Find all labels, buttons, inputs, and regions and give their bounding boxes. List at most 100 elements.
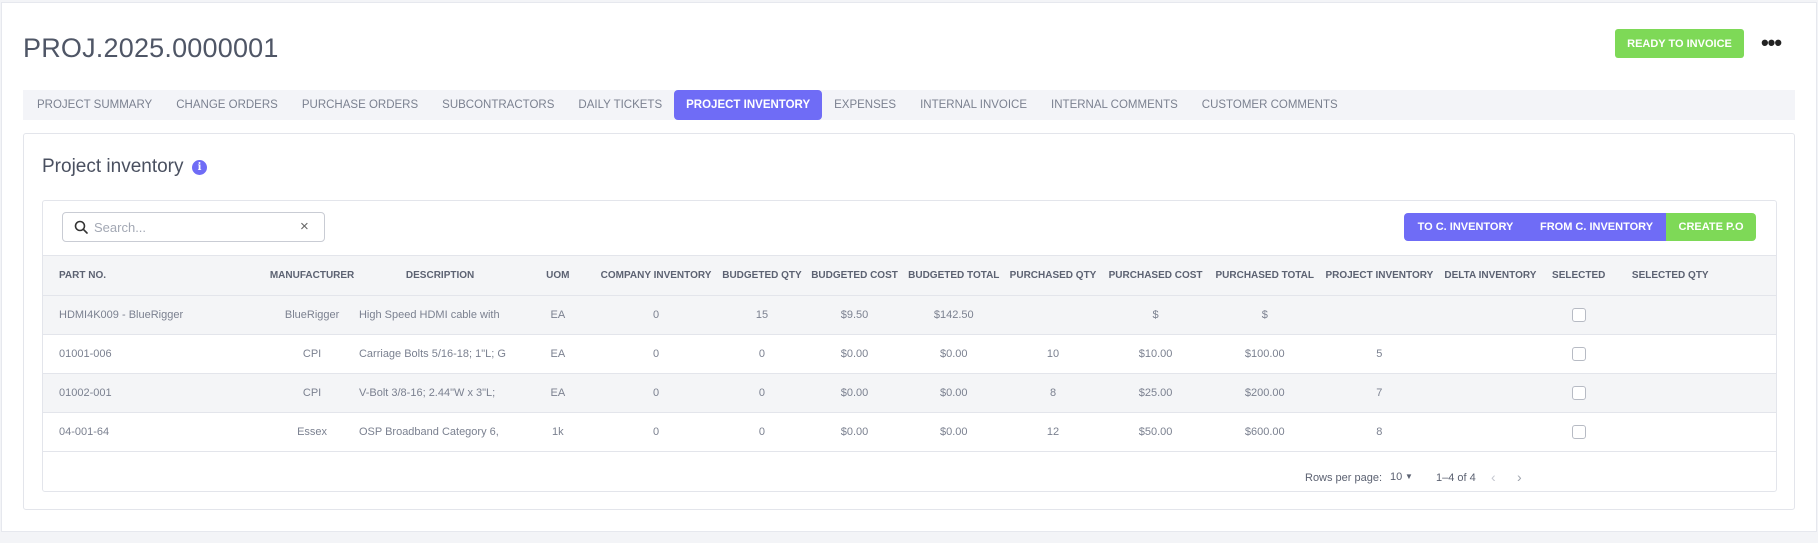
purchased-qty-cell: [1004, 295, 1102, 335]
next-page-button[interactable]: ›: [1517, 469, 1522, 485]
column-header[interactable]: DELTA INVENTORY: [1439, 255, 1542, 296]
from-company-inventory-button[interactable]: FROM C. INVENTORY: [1527, 213, 1666, 241]
description-cell: High Speed HDMI cable with: [358, 295, 522, 335]
selected-qty-cell[interactable]: [1615, 295, 1776, 335]
column-header[interactable]: BUDGETED TOTAL: [902, 255, 1005, 296]
purchased-total-cell: $100.00: [1210, 334, 1320, 374]
part-no-cell: 04-001-64: [43, 412, 266, 452]
ready-to-invoice-button[interactable]: READY TO INVOICE: [1615, 29, 1744, 58]
caret-down-icon[interactable]: ▼: [1405, 472, 1413, 481]
uom-cell: 1k: [521, 412, 595, 452]
description-cell: Carriage Bolts 5/16-18; 1"L; G: [358, 334, 522, 374]
row-select-checkbox[interactable]: [1571, 425, 1586, 439]
search-icon: [74, 220, 88, 234]
project-inventory-cell: 5: [1319, 334, 1440, 374]
budgeted-cost-cell: $0.00: [806, 334, 903, 374]
column-header[interactable]: SELECTED QTY: [1615, 255, 1776, 296]
to-company-inventory-button[interactable]: TO C. INVENTORY: [1404, 213, 1527, 241]
more-horizontal-icon[interactable]: •••: [1760, 30, 1782, 55]
budgeted-cost-cell: $9.50: [806, 295, 903, 335]
page-container: PROJ.2025.0000001 READY TO INVOICE ••• P…: [1, 2, 1817, 532]
column-header[interactable]: PART NO.: [43, 255, 266, 296]
tab-subcontractors[interactable]: SUBCONTRACTORS: [442, 99, 555, 111]
row-select-checkbox[interactable]: [1571, 308, 1586, 322]
tab-project-summary[interactable]: PROJECT SUMMARY: [37, 99, 153, 111]
part-no-cell: 01001-006: [43, 334, 266, 374]
column-header[interactable]: BUDGETED COST: [806, 255, 903, 296]
pagination-range: 1–4 of 4: [1436, 472, 1476, 484]
budgeted-total-cell: $142.50: [902, 295, 1005, 335]
column-header[interactable]: SELECTED: [1541, 255, 1616, 296]
tab-daily-tickets[interactable]: DAILY TICKETS: [578, 99, 663, 111]
table-row[interactable]: 04-001-64 Essex OSP Broadband Category 6…: [43, 412, 1776, 452]
budgeted-cost-cell: $0.00: [806, 373, 903, 413]
table-row[interactable]: 01001-006 CPI Carriage Bolts 5/16-18; 1"…: [43, 334, 1776, 374]
company-inventory-cell: 0: [594, 373, 718, 413]
delta-inventory-cell: [1439, 373, 1542, 413]
rows-per-page-label: Rows per page:: [1305, 472, 1383, 484]
budgeted-total-cell: $0.00: [902, 412, 1005, 452]
info-icon[interactable]: i: [192, 160, 207, 175]
table-row[interactable]: HDMI4K009 - BlueRigger BlueRigger High S…: [43, 295, 1776, 335]
tab-expenses[interactable]: EXPENSES: [834, 99, 897, 111]
column-header[interactable]: COMPANY INVENTORY: [594, 255, 718, 296]
tab-customer-comments[interactable]: CUSTOMER COMMENTS: [1201, 99, 1338, 111]
tab-change-orders[interactable]: CHANGE ORDERS: [176, 99, 278, 111]
clear-icon[interactable]: ×: [300, 218, 309, 235]
create-po-button[interactable]: CREATE P.O: [1666, 213, 1756, 241]
tab-internal-invoice[interactable]: INTERNAL INVOICE: [920, 99, 1028, 111]
inventory-panel: Search... × TO C. INVENTORY FROM C. INVE…: [42, 200, 1777, 492]
purchased-total-cell: $200.00: [1210, 373, 1320, 413]
column-header[interactable]: MANUFACTURER: [265, 255, 359, 296]
rows-per-page-select[interactable]: 10: [1390, 471, 1403, 483]
column-header[interactable]: DESCRIPTION: [358, 255, 522, 296]
table-row[interactable]: 01002-001 CPI V-Bolt 3/8-16; 2.44"W x 3"…: [43, 373, 1776, 413]
project-inventory-cell: 7: [1319, 373, 1440, 413]
budgeted-total-cell: $0.00: [902, 334, 1005, 374]
tab-internal-comments[interactable]: INTERNAL COMMENTS: [1051, 99, 1178, 111]
row-select-checkbox[interactable]: [1571, 347, 1586, 361]
purchased-cost-cell: $10.00: [1101, 334, 1211, 374]
row-select-checkbox[interactable]: [1571, 386, 1586, 400]
project-inventory-cell: [1319, 295, 1440, 335]
tab-purchase-orders[interactable]: PURCHASE ORDERS: [301, 99, 419, 111]
purchased-cost-cell: $: [1101, 295, 1211, 335]
purchased-total-cell: $: [1210, 295, 1320, 335]
purchased-qty-cell: 10: [1004, 334, 1102, 374]
purchased-qty-cell: 8: [1004, 373, 1102, 413]
manufacturer-cell: CPI: [265, 373, 359, 413]
column-header[interactable]: PURCHASED TOTAL: [1210, 255, 1320, 296]
table-header-row: PART NO. MANUFACTURER DESCRIPTION UOM CO…: [43, 255, 1776, 296]
column-header[interactable]: BUDGETED QTY: [717, 255, 807, 296]
delta-inventory-cell: [1439, 295, 1542, 335]
selected-qty-cell[interactable]: [1615, 412, 1776, 452]
inventory-card: Project inventory i Search... × TO C. IN…: [23, 133, 1795, 510]
search-input[interactable]: Search... ×: [62, 212, 325, 242]
column-header[interactable]: UOM: [521, 255, 595, 296]
budgeted-cost-cell: $0.00: [806, 412, 903, 452]
delta-inventory-cell: [1439, 334, 1542, 374]
purchased-qty-cell: 12: [1004, 412, 1102, 452]
part-no-cell: HDMI4K009 - BlueRigger: [43, 295, 266, 335]
tab-project-inventory[interactable]: PROJECT INVENTORY: [674, 90, 823, 120]
previous-page-button[interactable]: ‹: [1491, 469, 1496, 485]
column-header[interactable]: PROJECT INVENTORY: [1319, 255, 1440, 296]
pagination: Rows per page: 10 ▼ 1–4 of 4 ‹ ›: [43, 469, 1776, 489]
action-button-group: TO C. INVENTORY FROM C. INVENTORY CREATE…: [1404, 213, 1756, 241]
budgeted-qty-cell: 0: [717, 334, 807, 374]
budgeted-qty-cell: 15: [717, 295, 807, 335]
selected-cell: [1541, 412, 1616, 452]
selected-qty-cell[interactable]: [1615, 334, 1776, 374]
uom-cell: EA: [521, 295, 595, 335]
selected-cell: [1541, 295, 1616, 335]
inventory-table: PART NO. MANUFACTURER DESCRIPTION UOM CO…: [43, 255, 1776, 452]
purchased-cost-cell: $50.00: [1101, 412, 1211, 452]
manufacturer-cell: CPI: [265, 334, 359, 374]
selected-qty-cell[interactable]: [1615, 373, 1776, 413]
column-header[interactable]: PURCHASED COST: [1101, 255, 1211, 296]
column-header[interactable]: PURCHASED QTY: [1004, 255, 1102, 296]
uom-cell: EA: [521, 334, 595, 374]
part-no-cell: 01002-001: [43, 373, 266, 413]
budgeted-qty-cell: 0: [717, 412, 807, 452]
company-inventory-cell: 0: [594, 295, 718, 335]
